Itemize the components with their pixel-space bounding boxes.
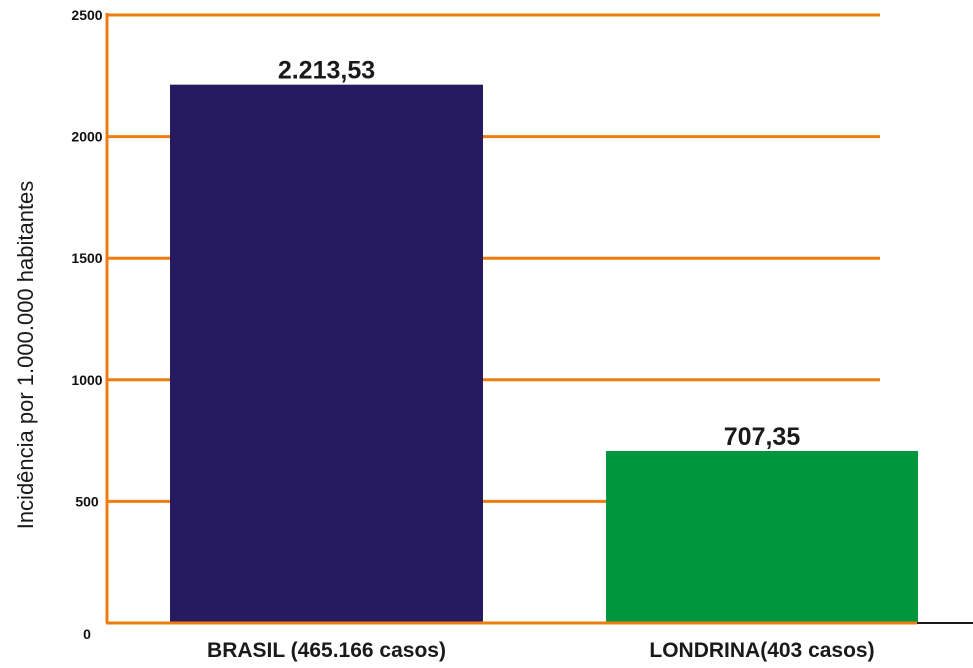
bar [606,450,918,623]
category-label: BRASIL (465.166 casos) [207,639,446,662]
bar-value-label: 2.213,53 [278,57,375,85]
value-labels: 2.213,53 707,35 [278,57,800,451]
y-tick-label: 1500 [71,250,102,266]
category-label: LONDRINA(403 casos) [649,639,874,662]
y-tick-label: 2000 [71,129,102,145]
y-axis-title: Incidência por 1.000.000 habitantes [13,181,38,530]
axes [105,13,973,625]
bars [170,84,918,624]
y-tick-label: 1000 [71,372,102,388]
bar [170,84,483,624]
y-tick-label: 2500 [71,7,102,23]
y-tick-label: 0 [83,626,91,642]
bar-value-label: 707,35 [724,423,801,451]
y-tick-labels: 0 500 1000 1500 2000 2500 [71,7,102,642]
category-labels: BRASIL (465.166 casos) LONDRINA(403 casos… [207,639,875,662]
y-tick-label: 500 [75,493,99,509]
